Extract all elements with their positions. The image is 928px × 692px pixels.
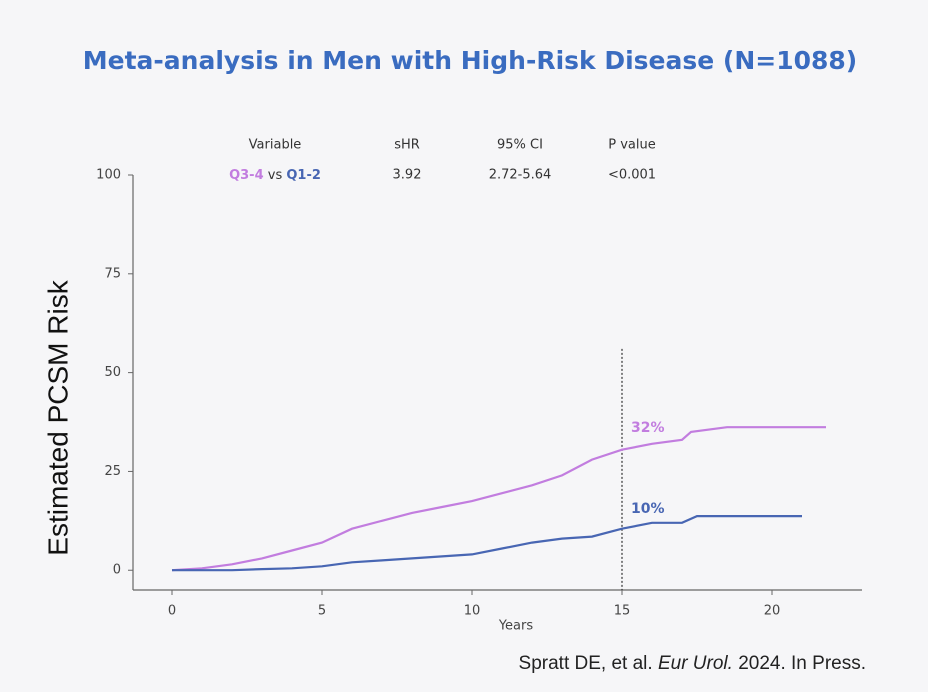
y-tick-label: 0 (113, 563, 121, 578)
x-tick-label: 15 (614, 604, 631, 619)
x-tick-label: 5 (318, 604, 326, 619)
table-header: Variable (249, 138, 302, 153)
annotation: 10% (631, 501, 665, 517)
citation: Spratt DE, et al. Eur Urol. 2024. In Pre… (519, 653, 866, 674)
comparison-word: vs (268, 168, 283, 183)
group-name: Q3-4 (229, 168, 264, 183)
series-line (171, 426, 826, 572)
citation-authors: Spratt DE, et al. (519, 653, 653, 674)
table-cell: 2.72-5.64 (489, 168, 552, 183)
x-tick-label: 0 (168, 604, 176, 619)
citation-journal: Eur Urol. (658, 653, 733, 674)
citation-details: 2024. In Press. (738, 653, 866, 674)
y-axis-label: Estimated PCSM Risk (42, 279, 73, 555)
chart-title: Meta-analysis in Men with High-Risk Dise… (83, 46, 857, 75)
plot-area: 0 5 10 15 20 0 25 50 75 100 32% 10% (96, 168, 862, 619)
series-line (172, 515, 802, 572)
x-tick-label: 10 (464, 604, 481, 619)
table-header: 95% CI (497, 138, 543, 153)
y-tick-label: 100 (96, 168, 121, 183)
annotation: 32% (631, 420, 665, 436)
y-tick-label: 50 (104, 365, 121, 380)
table-cell: 3.92 (393, 168, 422, 183)
table-header: sHR (394, 138, 420, 153)
group-name: Q1-2 (286, 168, 321, 183)
x-tick-label: 20 (764, 604, 781, 619)
x-axis-label: Years (498, 619, 534, 634)
y-tick-label: 25 (104, 464, 121, 479)
stats-table: Variable sHR 95% CI P value Q3-4 vs Q1-2… (229, 138, 656, 183)
table-variable: Q3-4 vs Q1-2 (229, 168, 321, 183)
table-cell: <0.001 (608, 168, 656, 183)
table-header: P value (608, 138, 655, 153)
y-tick-label: 75 (104, 266, 121, 281)
